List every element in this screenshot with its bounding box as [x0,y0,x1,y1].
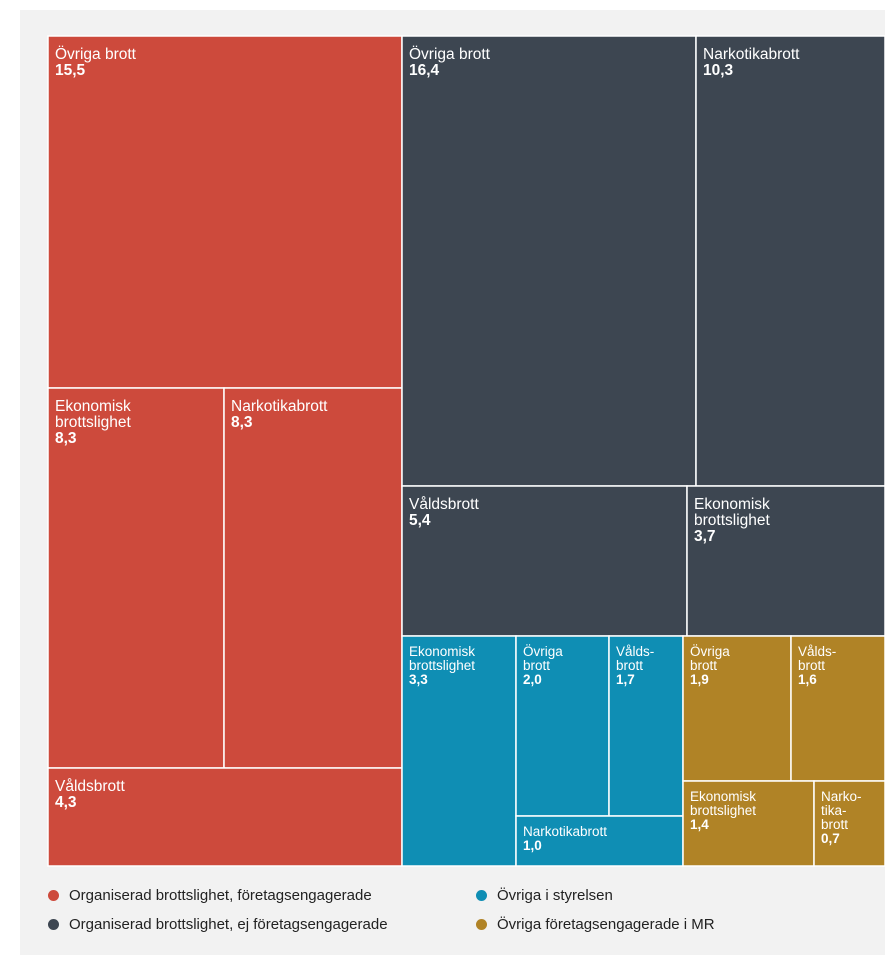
tile-label: Övriga brott [690,644,730,673]
legend-item-organiserad-brottslighet-foretagsengagerade: Organiserad brottslighet, företagsengage… [48,887,372,904]
tile-rect [515,635,610,817]
tile-label: Ekonomisk brottslighet [409,644,475,673]
tile-label: Våldsbrott [409,496,479,513]
tile-value: 8,3 [55,430,77,447]
tile-value: 1,0 [523,838,542,853]
tile-rect [813,780,885,867]
tile-rect [401,35,697,487]
tile-rect [686,485,885,637]
tile-label: Övriga brott [409,45,491,63]
tile-value: 0,7 [821,831,840,846]
tile-rect [401,485,688,637]
tile-label: Narkotikabrott [231,398,328,415]
tile-value: 16,4 [409,62,440,79]
tile-rect [47,387,225,769]
legend-item-organiserad-brottslighet-ej-foretagsengagerade: Organiserad brottslighet, ej företagseng… [48,916,388,933]
tile-value: 10,3 [703,62,734,79]
tile-rect [695,35,885,487]
legend-item-ovriga-foretagsengagerade-i-mr: Övriga företagsengagerade i MR [476,916,715,933]
tile-rect [401,635,517,867]
legend-dot [48,919,59,930]
tile-value: 1,6 [798,672,817,687]
legend-label: Organiserad brottslighet, ej företagseng… [69,916,388,933]
tile-rect [682,780,815,867]
tile-value: 1,4 [690,817,709,832]
tile-value: 4,3 [55,794,77,811]
tile-value: 3,3 [409,672,428,687]
tile-label: Ekonomisk brottslighet [55,398,132,431]
tile-label: Narkotikabrott [523,824,607,839]
legend-dot [476,890,487,901]
tile-label: Vålds-brott [798,644,836,673]
tile-value: 3,7 [694,528,716,545]
legend-label: Övriga i styrelsen [497,887,613,904]
legend-dot [48,890,59,901]
tile-rect [47,767,403,867]
tile-label: Narkotikabrott [703,46,800,63]
tile-value: 1,7 [616,672,635,687]
tile-label: Narko-tika-brott [821,789,862,832]
tile-value: 15,5 [55,62,86,79]
legend-dot [476,919,487,930]
tile-value: 1,9 [690,672,709,687]
tile-value: 8,3 [231,414,253,431]
tile-label: Ekonomisk brottslighet [694,496,771,529]
tile-label: Övriga brott [55,45,137,63]
tile-rect [682,635,792,782]
tile-label: Våldsbrott [55,778,125,795]
legend-item-ovriga-i-styrelsen: Övriga i styrelsen [476,887,613,904]
tile-label: Övriga brott [523,644,563,673]
tile-rect [608,635,684,817]
tile-rect [47,35,403,389]
tile-value: 2,0 [523,672,542,687]
tile-value: 5,4 [409,512,431,529]
tile-rect [790,635,885,782]
tile-label: Ekonomisk brottslighet [690,789,756,818]
legend-label: Organiserad brottslighet, företagsengage… [69,887,372,904]
legend-label: Övriga företagsengagerade i MR [497,916,715,933]
tile-rect [515,815,684,867]
tile-label: Vålds-brott [616,644,654,673]
tile-rect [223,387,403,769]
